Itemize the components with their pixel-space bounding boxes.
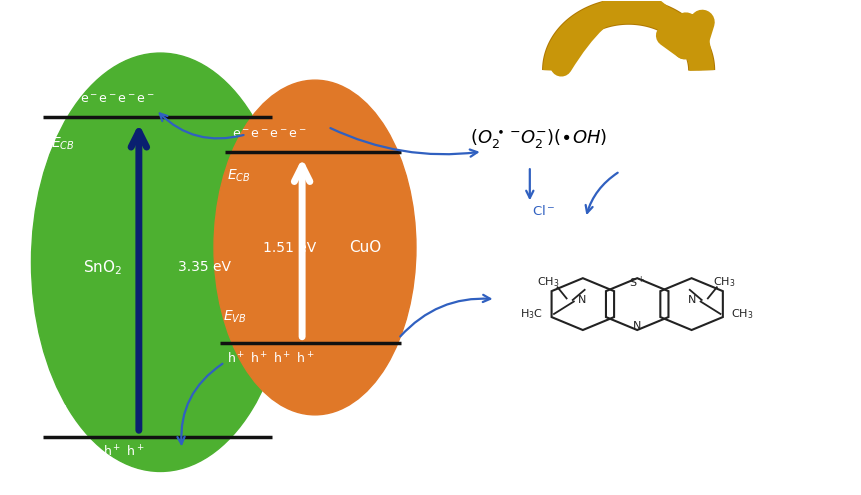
Text: CuO: CuO xyxy=(349,240,381,255)
FancyArrowPatch shape xyxy=(330,128,477,156)
Ellipse shape xyxy=(214,80,416,415)
FancyArrowPatch shape xyxy=(685,22,702,58)
FancyArrowPatch shape xyxy=(400,295,490,337)
Text: N: N xyxy=(687,295,696,305)
Text: $E_{VB}$: $E_{VB}$ xyxy=(223,308,246,325)
Ellipse shape xyxy=(31,53,289,471)
Text: CH$_3$: CH$_3$ xyxy=(712,275,734,289)
Text: e$^-$e$^-$e$^-$e$^-$: e$^-$e$^-$e$^-$e$^-$ xyxy=(232,128,306,141)
Text: H$_3$C: H$_3$C xyxy=(520,307,542,321)
Text: $E_{CB}$: $E_{CB}$ xyxy=(51,136,75,152)
FancyArrowPatch shape xyxy=(561,2,684,65)
Text: 1.51 eV: 1.51 eV xyxy=(263,241,316,254)
Text: $E_{CB}$: $E_{CB}$ xyxy=(226,168,250,184)
Text: 3.35 eV: 3.35 eV xyxy=(177,260,230,274)
Text: Cl$^-$: Cl$^-$ xyxy=(532,203,555,218)
Text: CH$_3$: CH$_3$ xyxy=(536,275,559,289)
Text: SnO$_2$: SnO$_2$ xyxy=(84,258,122,277)
Text: N: N xyxy=(632,321,641,331)
Text: h$^+$ h$^+$ h$^+$ h$^+$: h$^+$ h$^+$ h$^+$ h$^+$ xyxy=(57,445,145,460)
Text: $(O_2^{\,\bullet-}\!O_2^{-})({\bullet}OH)$: $(O_2^{\,\bullet-}\!O_2^{-})({\bullet}OH… xyxy=(469,128,606,150)
FancyArrowPatch shape xyxy=(159,113,244,139)
Text: CH$_3$: CH$_3$ xyxy=(730,307,753,321)
Text: e$^-$e$^-$e$^-$e$^-$: e$^-$e$^-$e$^-$e$^-$ xyxy=(80,93,155,106)
Text: N: N xyxy=(578,295,585,305)
Text: S$^+$: S$^+$ xyxy=(629,274,645,290)
Text: $E_{VB}$: $E_{VB}$ xyxy=(44,399,68,416)
FancyArrowPatch shape xyxy=(177,364,222,444)
FancyArrowPatch shape xyxy=(525,169,533,198)
Text: h$^+$ h$^+$ h$^+$ h$^+$: h$^+$ h$^+$ h$^+$ h$^+$ xyxy=(226,351,313,366)
FancyArrowPatch shape xyxy=(585,173,617,213)
